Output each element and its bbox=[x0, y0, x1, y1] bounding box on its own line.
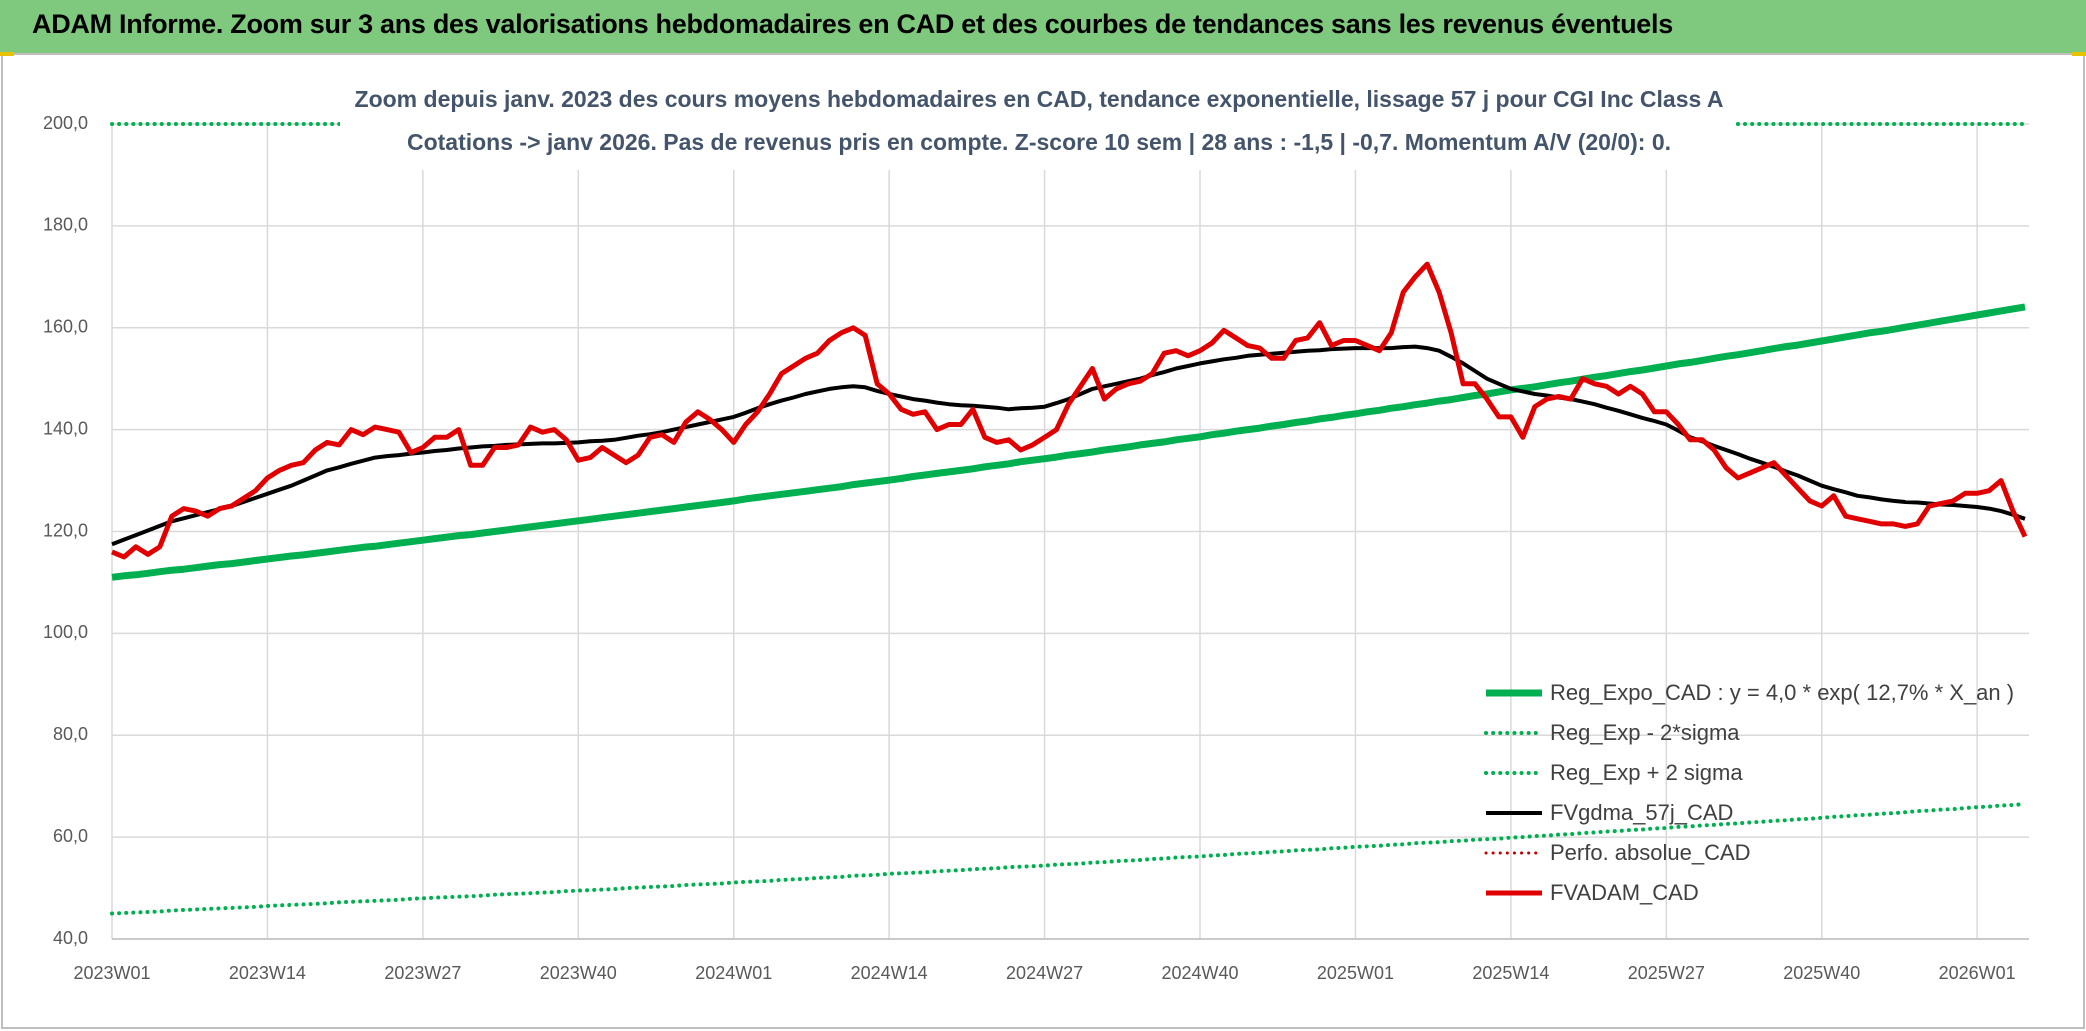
y-tick-label: 40,0 bbox=[53, 928, 88, 948]
legend-label: Reg_Expo_CAD : y = 4,0 * exp( 12,7% * X_… bbox=[1550, 680, 2014, 705]
x-tick-label: 2023W27 bbox=[384, 963, 461, 983]
x-tick-label: 2023W14 bbox=[229, 963, 306, 983]
series-line bbox=[111, 303, 2026, 581]
y-tick-label: 140,0 bbox=[43, 418, 88, 438]
y-tick-label: 80,0 bbox=[53, 724, 88, 744]
x-tick-label: 2025W01 bbox=[1317, 963, 1394, 983]
x-tick-label: 2024W01 bbox=[695, 963, 772, 983]
legend-label: FVgdma_57j_CAD bbox=[1550, 800, 1733, 825]
legend-label: Reg_Exp - 2*sigma bbox=[1550, 720, 1740, 745]
header-bar: ADAM Informe. Zoom sur 3 ans des valoris… bbox=[0, 0, 2086, 53]
legend-label: Perfo. absolue_CAD bbox=[1550, 840, 1751, 865]
subtitle: Zoom depuis janv. 2023 des cours moyens … bbox=[355, 86, 1724, 112]
y-tick-label: 160,0 bbox=[43, 317, 88, 337]
y-tick-label: 60,0 bbox=[53, 826, 88, 846]
header-title: ADAM Informe. Zoom sur 3 ans des valoris… bbox=[32, 9, 1673, 39]
x-tick-label: 2024W14 bbox=[851, 963, 928, 983]
x-tick-label: 2024W27 bbox=[1006, 963, 1083, 983]
x-tick-label: 2024W40 bbox=[1161, 963, 1238, 983]
series-line bbox=[111, 261, 2028, 560]
x-tick-label: 2026W01 bbox=[1939, 963, 2016, 983]
subtitle-box bbox=[340, 78, 1736, 170]
y-tick-label: 100,0 bbox=[43, 622, 88, 642]
x-tick-label: 2025W14 bbox=[1472, 963, 1549, 983]
grid: 40,0 60,0 80,0 100,0 120,0 140,0 160,0 180,0 200… bbox=[43, 113, 2029, 983]
series-line bbox=[111, 344, 2026, 547]
x-tick-label: 2025W27 bbox=[1628, 963, 1705, 983]
x-tick-label: 2025W40 bbox=[1783, 963, 1860, 983]
legend: Reg_Expo_CAD : y = 4,0 * exp( 12,7% * X_… bbox=[1484, 680, 2014, 905]
y-tick-label: 180,0 bbox=[43, 215, 88, 235]
y-tick-label: 120,0 bbox=[43, 520, 88, 540]
legend-label: FVADAM_CAD bbox=[1550, 880, 1699, 905]
chart-border bbox=[1, 53, 2085, 1029]
corner-accent bbox=[2072, 52, 2086, 56]
corner-accent bbox=[0, 52, 14, 56]
y-tick-label: 200,0 bbox=[43, 113, 88, 133]
legend-label: Reg_Exp + 2 sigma bbox=[1550, 760, 1743, 785]
x-tick-label: 2023W01 bbox=[73, 963, 150, 983]
plot bbox=[110, 122, 2028, 916]
subtitle: Cotations -> janv 2026. Pas de revenus p… bbox=[407, 129, 1671, 155]
x-tick-label: 2023W40 bbox=[540, 963, 617, 983]
series-line bbox=[110, 802, 2027, 916]
